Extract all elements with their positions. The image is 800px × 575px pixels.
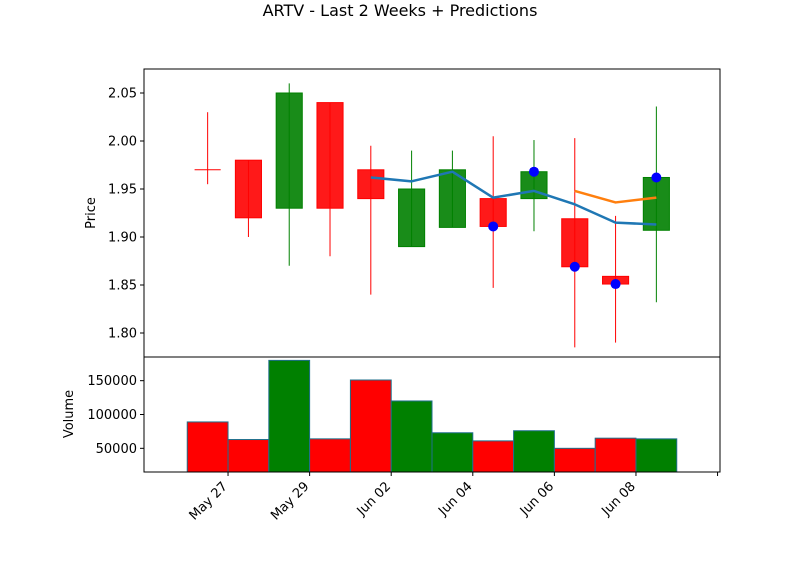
volume-bar	[227, 439, 270, 473]
price-ytick-label: 1.80	[108, 327, 137, 342]
candle-body	[561, 218, 589, 268]
prediction-point	[569, 261, 580, 272]
price-ytick-label: 1.85	[108, 279, 137, 294]
volume-bar	[309, 438, 351, 473]
blue-line	[370, 170, 657, 226]
candle-body	[438, 169, 466, 228]
volume-bar	[553, 447, 596, 473]
volume-ytick-label: 100000	[87, 408, 137, 423]
volume-axis-label: Volume	[62, 390, 77, 438]
volume-bar	[349, 379, 392, 473]
volume-ytick-label: 150000	[87, 374, 137, 389]
prediction-point	[528, 166, 539, 177]
x-axis: May 27 May 29 Jun 02 Jun 04 Jun 06 Jun 08	[187, 472, 719, 523]
xtick-label: May 27	[187, 479, 231, 523]
volume-panel: 50000 100000 150000	[87, 359, 678, 473]
volume-bar	[594, 437, 637, 473]
volume-bar	[268, 359, 311, 473]
orange-line	[574, 189, 657, 204]
volume-ytick-label: 50000	[96, 442, 137, 457]
price-ytick-label: 1.95	[108, 183, 137, 198]
price-panel-frame	[143, 68, 721, 358]
price-ytick-label: 1.90	[108, 231, 137, 246]
candle-body	[357, 169, 385, 200]
xtick-label: Jun 02	[354, 479, 394, 519]
volume-panel-frame	[143, 356, 721, 473]
price-ytick-label: 2.05	[108, 87, 137, 102]
volume-bar	[390, 400, 433, 473]
price-ytick-label: 2.00	[108, 135, 137, 150]
candle-body	[642, 176, 670, 231]
candle-body	[316, 102, 344, 209]
prediction-point	[651, 172, 662, 183]
candle-body	[398, 188, 426, 248]
prediction-point	[488, 221, 499, 232]
volume-bar	[431, 432, 474, 473]
volume-bar	[186, 421, 229, 473]
volume-bar	[513, 430, 555, 473]
candle-body	[275, 92, 303, 209]
xtick-label: Jun 08	[598, 479, 638, 519]
xtick-label: May 29	[268, 479, 312, 523]
chart-title: ARTV - Last 2 Weeks + Predictions	[263, 1, 538, 20]
price-panel: 1.80 1.85 1.90 1.95 2.00 2.05	[108, 83, 670, 348]
candle-body	[234, 159, 262, 219]
volume-bar	[472, 440, 515, 473]
volume-bar	[635, 438, 678, 473]
price-axis-label: Price	[84, 197, 99, 229]
xtick-label: Jun 04	[435, 479, 475, 519]
xtick-label: Jun 06	[517, 479, 557, 519]
prediction-point	[610, 279, 621, 290]
